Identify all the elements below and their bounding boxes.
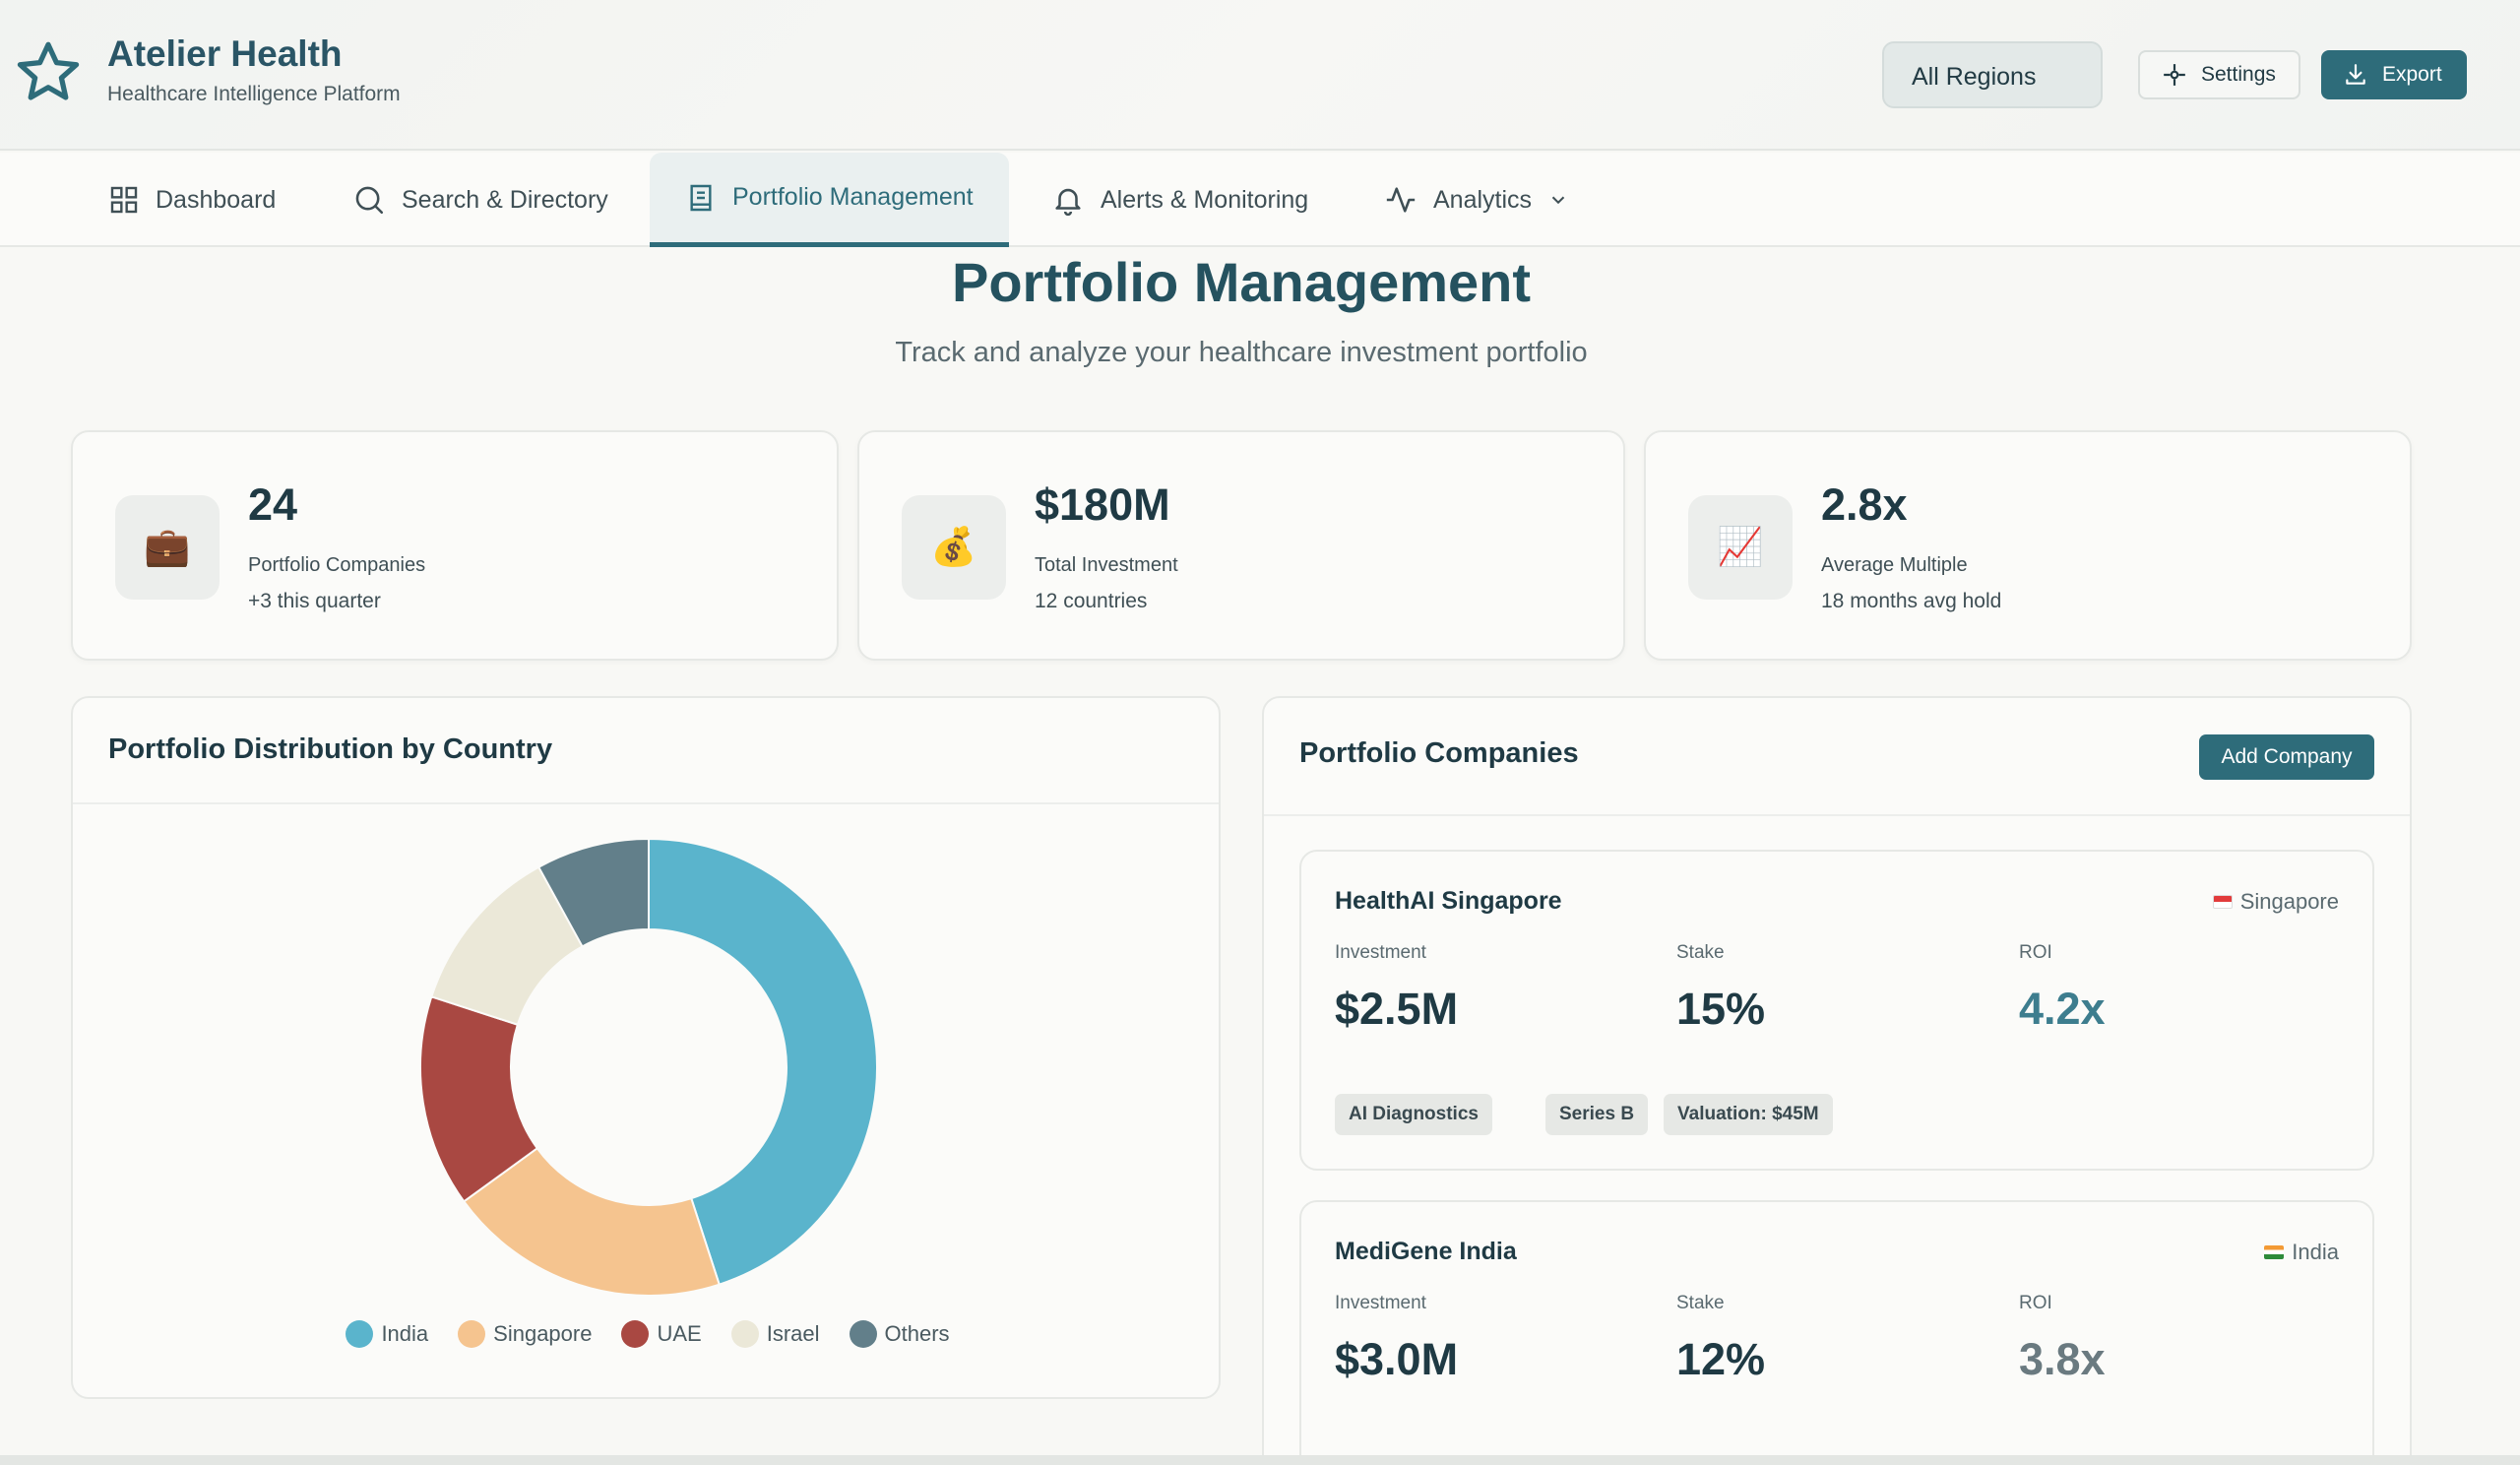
legend-label: UAE (657, 1321, 702, 1346)
stake-label: Stake (1676, 942, 1725, 963)
bell-icon (1055, 188, 1081, 217)
nav-dashboard[interactable]: Dashboard (108, 153, 276, 247)
stat-change: 18 months avg hold (1821, 590, 2002, 612)
investment-value: $3.0M (1335, 1334, 1459, 1384)
donut-slice-india[interactable] (648, 837, 878, 1286)
main-nav: Dashboard Search & Directory Portfolio M… (0, 153, 2520, 247)
page-subtitle: Track and analyze your healthcare invest… (895, 337, 1588, 368)
chart-title: Portfolio Distribution by Country (73, 698, 1219, 804)
stat-label: Average Multiple (1821, 554, 1968, 576)
legend-item-uae[interactable]: UAE (621, 1320, 702, 1348)
legend-label: Israel (766, 1321, 820, 1346)
chart-up-icon: 📈 (1688, 495, 1793, 600)
distribution-chart-card: Portfolio Distribution by Country India S… (71, 696, 1221, 1399)
legend-swatch (458, 1320, 486, 1348)
stat-value: 2.8x (1821, 479, 1908, 530)
nav-label: Dashboard (156, 185, 277, 214)
donut-chart (419, 837, 878, 1297)
settings-icon (2164, 64, 2185, 86)
companies-header: Portfolio Companies Add Company (1264, 698, 2410, 816)
grid-icon (110, 186, 138, 214)
roi-label: ROI (2019, 942, 2052, 963)
companies-title: Portfolio Companies (1299, 737, 1579, 769)
search-icon (355, 186, 384, 215)
activity-icon (1386, 187, 1416, 213)
export-label: Export (2382, 63, 2442, 86)
company-name: MediGene India (1335, 1238, 1517, 1265)
stake-value: 15% (1676, 984, 1766, 1034)
company-name: HealthAI Singapore (1335, 887, 1562, 915)
page-title: Portfolio Management (951, 251, 1532, 313)
legend-label: India (381, 1321, 429, 1346)
stake-label: Stake (1676, 1293, 1725, 1313)
nav-portfolio-management[interactable]: Portfolio Management (650, 153, 1009, 247)
settings-label: Settings (2201, 63, 2276, 86)
legend-swatch (849, 1320, 877, 1348)
legend-swatch (621, 1320, 650, 1348)
company-tag: AI Diagnostics (1335, 1094, 1492, 1135)
company-tag: Valuation: $45M (1664, 1094, 1833, 1135)
portfolio-companies-card: Portfolio Companies Add Company HealthAI… (1262, 696, 2412, 1465)
investment-label: Investment (1335, 942, 1426, 963)
legend-label: Others (884, 1321, 950, 1346)
stat-card-investment: 💰 $180M Total Investment 12 countries (857, 430, 1625, 661)
stat-change: +3 this quarter (248, 590, 381, 612)
roi-value: 3.8x (2019, 1334, 2106, 1384)
chart-legend: India Singapore UAE Israel Others (73, 1320, 1223, 1348)
region-select[interactable]: All Regions (1882, 41, 2103, 108)
nav-label: Alerts & Monitoring (1101, 185, 1309, 214)
investment-value: $2.5M (1335, 984, 1459, 1034)
donut-slice-singapore[interactable] (462, 1146, 721, 1297)
add-company-button[interactable]: Add Company (2199, 734, 2374, 780)
company-card[interactable]: HealthAI Singapore Singapore Investment … (1299, 850, 2374, 1171)
document-icon (690, 184, 712, 211)
download-icon (2346, 64, 2365, 85)
stat-value: 24 (248, 479, 298, 530)
export-button[interactable]: Export (2321, 50, 2467, 99)
money-bag-icon: 💰 (902, 495, 1006, 600)
briefcase-icon: 💼 (115, 495, 220, 600)
stat-label: Portfolio Companies (248, 554, 426, 576)
stake-value: 12% (1676, 1334, 1766, 1384)
nav-label: Search & Directory (402, 185, 608, 214)
company-card[interactable]: MediGene India India Investment $3.0M St… (1299, 1200, 2374, 1465)
stat-card-multiple: 📈 2.8x Average Multiple 18 months avg ho… (1644, 430, 2412, 661)
page-bottom-edge (0, 1455, 2520, 1465)
company-country: Singapore (2212, 889, 2339, 915)
chevron-down-icon (1551, 196, 1565, 205)
legend-label: Singapore (493, 1321, 593, 1346)
roi-value: 4.2x (2019, 984, 2106, 1034)
nav-search-directory[interactable]: Search & Directory (352, 153, 608, 247)
country-label: India (2292, 1240, 2339, 1264)
company-tag: Series B (1545, 1094, 1649, 1135)
stat-label: Total Investment (1035, 554, 1178, 576)
legend-swatch (730, 1320, 759, 1348)
legend-swatch (346, 1320, 374, 1348)
legend-item-india[interactable]: India (346, 1320, 428, 1348)
roi-label: ROI (2019, 1293, 2052, 1313)
nav-label: Analytics (1433, 185, 1533, 214)
nav-alerts-monitoring[interactable]: Alerts & Monitoring (1051, 153, 1308, 247)
brand-title: Atelier Health (107, 33, 343, 74)
legend-item-israel[interactable]: Israel (730, 1320, 820, 1348)
company-country: India (2264, 1240, 2339, 1265)
app-header: Atelier Health Healthcare Intelligence P… (0, 0, 2520, 151)
investment-label: Investment (1335, 1293, 1426, 1313)
india-flag-icon (2264, 1245, 2285, 1259)
settings-button[interactable]: Settings (2138, 50, 2300, 99)
brand-subtitle: Healthcare Intelligence Platform (107, 83, 401, 105)
legend-item-others[interactable]: Others (849, 1320, 950, 1348)
country-label: Singapore (2239, 889, 2339, 914)
nav-analytics[interactable]: Analytics (1384, 153, 1569, 247)
stat-value: $180M (1035, 479, 1170, 530)
legend-item-singapore[interactable]: Singapore (458, 1320, 592, 1348)
nav-label: Portfolio Management (732, 183, 974, 211)
stat-change: 12 countries (1035, 590, 1148, 612)
stat-card-companies: 💼 24 Portfolio Companies +3 this quarter (71, 430, 839, 661)
donut-slice-others[interactable] (536, 837, 650, 948)
star-logo-icon (17, 41, 80, 100)
singapore-flag-icon (2212, 895, 2233, 909)
